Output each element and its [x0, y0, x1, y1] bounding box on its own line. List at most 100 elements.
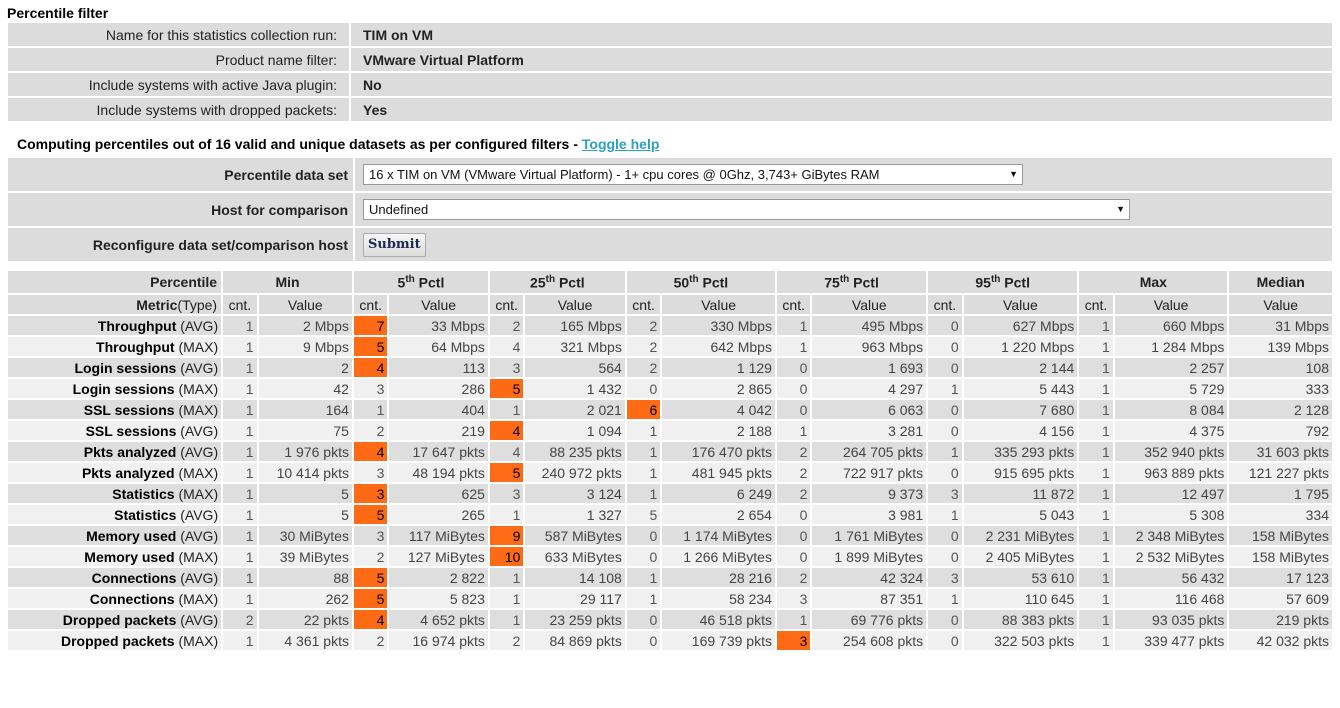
value-header: Value — [662, 295, 775, 314]
count-cell: 3 — [489, 358, 524, 377]
count-cell: 1 — [928, 379, 962, 398]
metric-type: (MAX) — [178, 401, 219, 418]
median-cell: 17 123 — [1229, 568, 1332, 587]
group-header: 75th Pctl — [776, 271, 927, 293]
count-cell: 0 — [928, 358, 962, 377]
value-cell: 110 645 — [963, 589, 1078, 608]
count-cell: 0 — [928, 463, 962, 482]
value-cell: 335 293 pkts — [963, 442, 1078, 461]
value-cell: 88 — [258, 568, 352, 587]
median-cell: 333 — [1229, 379, 1332, 398]
count-cell: 1 — [223, 484, 257, 503]
value-cell: 2 532 MiBytes — [1114, 547, 1228, 566]
table-row: SSL sessions (MAX) 1 164 1 404 1 2 021 6 4 042 0 6… — [8, 400, 1332, 419]
metric-cell: Connections (AVG) — [8, 568, 222, 587]
value-cell: 56 432 — [1114, 568, 1228, 587]
value-cell: 3 981 — [812, 505, 927, 524]
header-row-percentile: Percentile Min 5th Pctl 25th Pctl 50th Pctl… — [8, 271, 1332, 293]
metric-name: Pkts analyzed — [81, 464, 175, 481]
metric-cell: Memory used (AVG) — [8, 526, 222, 545]
count-cell-highlighted: 5 — [353, 568, 388, 587]
metric-name: Connections — [89, 590, 175, 607]
toggle-help-link[interactable]: Toggle help — [581, 136, 660, 152]
metric-name: Connections — [91, 569, 177, 586]
group-header-sup: th — [545, 273, 556, 285]
count-cell-highlighted: 4 — [353, 442, 388, 461]
count-cell: 1 — [489, 400, 524, 419]
group-header-label: 5 — [397, 274, 406, 291]
value-cell: 352 940 pkts — [1114, 442, 1228, 461]
filter-label: Product name filter: — [8, 48, 349, 71]
metric-type-header: Metric(Type) — [8, 295, 222, 314]
value-cell: 660 Mbps — [1114, 316, 1228, 335]
count-cell: 0 — [928, 610, 962, 629]
value-cell: 1 761 MiBytes — [812, 526, 927, 545]
count-cell: 2 — [489, 631, 524, 650]
count-cell: 2 — [223, 610, 257, 629]
value-cell: 4 361 pkts — [258, 631, 352, 650]
value-cell: 14 108 — [525, 568, 625, 587]
value-cell: 29 117 — [525, 589, 625, 608]
count-cell: 1 — [223, 547, 257, 566]
group-header-label: Min — [275, 274, 300, 290]
value-cell: 88 235 pkts — [525, 442, 625, 461]
value-cell: 87 351 — [812, 589, 927, 608]
section-title: Percentile filter — [7, 5, 109, 21]
value-cell: 1 976 pkts — [258, 442, 352, 461]
dataset-select[interactable]: 16 x TIM on VM (VMware Virtual Platform)… — [363, 164, 1023, 185]
metric-name: Throughput — [96, 338, 175, 355]
value-cell: 2 257 — [1114, 358, 1228, 377]
value-cell: 42 — [258, 379, 352, 398]
value-cell: 4 652 pkts — [389, 610, 488, 629]
value-cell: 22 pkts — [258, 610, 352, 629]
median-cell: 1 795 — [1229, 484, 1332, 503]
metric-type: (MAX) — [178, 464, 219, 481]
table-row: Throughput (MAX) 1 9 Mbps 5 64 Mbps 4 321 Mbps… — [8, 337, 1332, 356]
metric-cell: SSL sessions (AVG) — [8, 421, 222, 440]
group-header-label: Max — [1139, 274, 1167, 290]
cnt-header: cnt. — [928, 295, 962, 314]
value-cell: 30 MiBytes — [258, 526, 352, 545]
filter-row: Include systems with active Java plugin:… — [8, 73, 1332, 96]
count-cell-highlighted: 7 — [353, 316, 388, 335]
count-cell-highlighted: 9 — [489, 526, 524, 545]
count-cell: 1 — [223, 337, 257, 356]
value-cell: 5 823 — [389, 589, 488, 608]
value-header: Value — [525, 295, 625, 314]
count-cell: 1 — [1079, 316, 1113, 335]
count-cell: 1 — [223, 421, 257, 440]
host-select[interactable]: Undefined ▼ — [363, 199, 1130, 220]
metric-name: Login sessions — [74, 359, 177, 376]
value-cell: 17 647 pkts — [389, 442, 488, 461]
value-cell: 722 917 pkts — [812, 463, 927, 482]
median-cell: 108 — [1229, 358, 1332, 377]
cnt-header: cnt. — [489, 295, 524, 314]
chevron-down-icon: ▼ — [1009, 169, 1018, 179]
count-cell: 0 — [928, 337, 962, 356]
count-cell-highlighted: 6 — [626, 400, 661, 419]
value-header: Value — [963, 295, 1078, 314]
median-cell: 219 pkts — [1229, 610, 1332, 629]
count-cell: 1 — [1079, 484, 1113, 503]
submit-button[interactable]: Submit — [363, 232, 426, 257]
count-cell: 1 — [626, 463, 661, 482]
chevron-down-icon: ▼ — [1116, 204, 1125, 214]
count-cell: 1 — [626, 421, 661, 440]
value-cell: 1 327 — [525, 505, 625, 524]
value-cell: 264 705 pkts — [812, 442, 927, 461]
value-cell: 75 — [258, 421, 352, 440]
metric-cell: Connections (MAX) — [8, 589, 222, 608]
value-cell: 84 869 pkts — [525, 631, 625, 650]
group-header-suffix: Pctl — [849, 274, 879, 291]
count-cell: 0 — [776, 400, 811, 419]
value-cell: 58 234 — [662, 589, 775, 608]
config-form-table: Percentile data set 16 x TIM on VM (VMwa… — [6, 156, 1334, 263]
count-cell: 1 — [1079, 337, 1113, 356]
count-cell: 1 — [223, 568, 257, 587]
value-cell: 16 974 pkts — [389, 631, 488, 650]
group-header-label: 75 — [824, 274, 840, 291]
count-cell: 4 — [489, 442, 524, 461]
median-cell: 121 227 pkts — [1229, 463, 1332, 482]
metric-cell: Statistics (AVG) — [8, 505, 222, 524]
count-cell: 0 — [928, 400, 962, 419]
